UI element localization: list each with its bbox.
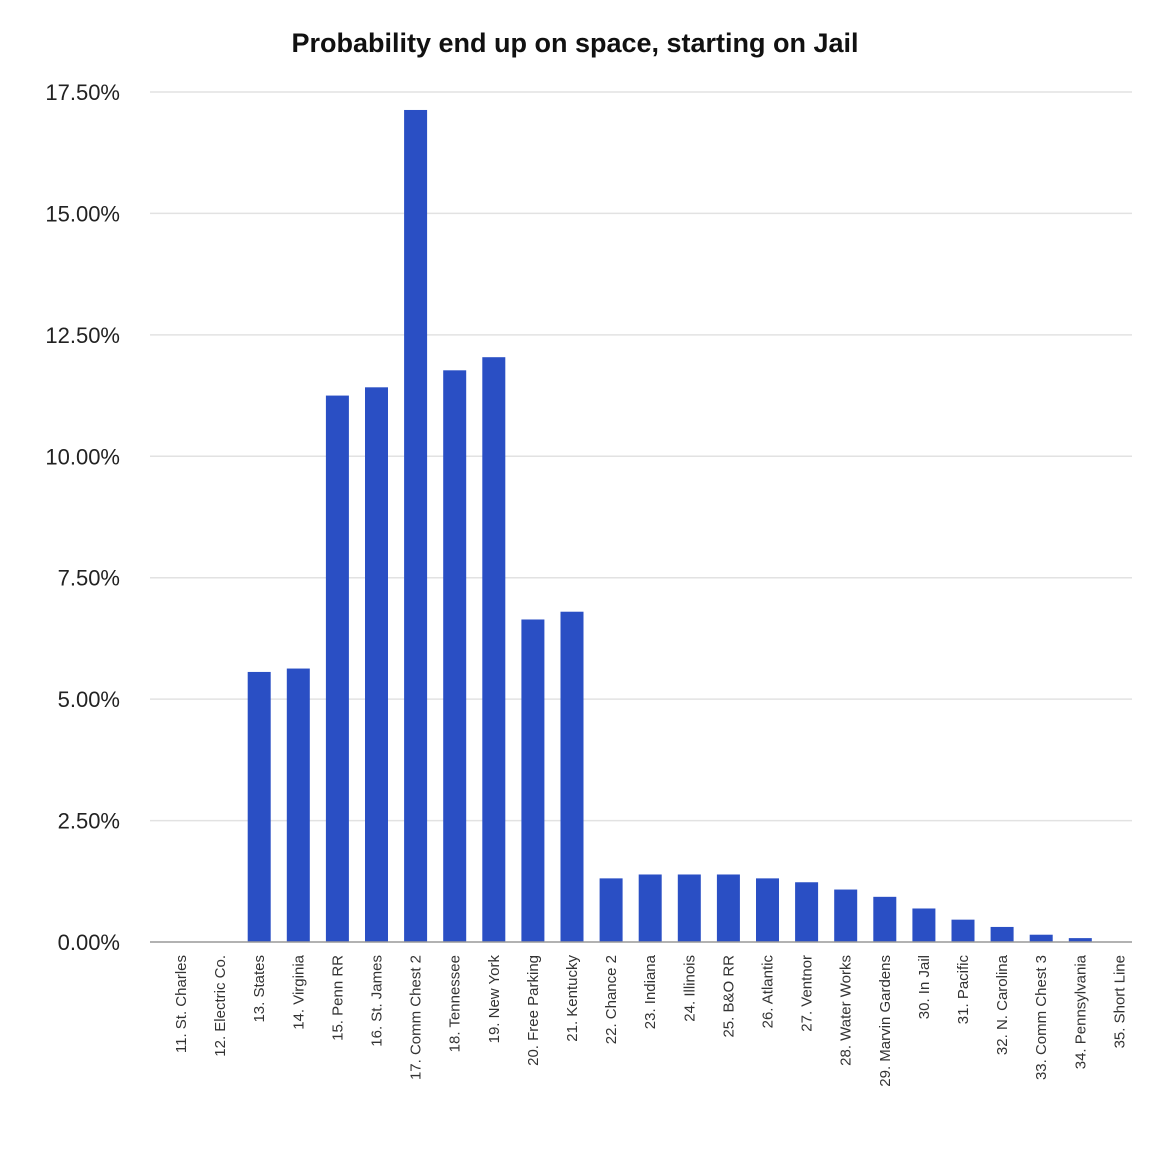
bar bbox=[834, 889, 858, 942]
x-tick-label: 25. B&O RR bbox=[720, 955, 737, 1038]
x-tick-label: 28. Water Works bbox=[838, 955, 855, 1066]
bar bbox=[482, 357, 506, 942]
y-tick-label: 5.00% bbox=[58, 687, 120, 712]
x-tick-label: 20. Free Parking bbox=[525, 955, 542, 1066]
x-tick-label: 32. N. Carolina bbox=[994, 954, 1011, 1055]
bar bbox=[560, 611, 584, 942]
y-tick-label: 10.00% bbox=[45, 444, 120, 469]
y-tick-label: 15.00% bbox=[45, 201, 120, 226]
x-tick-label: 27. Ventnor bbox=[799, 955, 816, 1032]
y-tick-label: 12.50% bbox=[45, 323, 120, 348]
x-tick-label: 17. Comm Chest 2 bbox=[408, 955, 425, 1080]
x-tick-label: 33. Comm Chest 3 bbox=[1033, 955, 1050, 1080]
x-tick-label: 29. Marvin Gardens bbox=[877, 955, 894, 1087]
bar bbox=[365, 387, 388, 942]
x-tick-label: 24. Illinois bbox=[681, 955, 698, 1022]
x-tick-label: 11. St. Charles bbox=[173, 955, 190, 1053]
x-tick-label: 12. Electric Co. bbox=[212, 955, 229, 1057]
x-tick-label: 15. Penn RR bbox=[329, 955, 346, 1041]
bar bbox=[677, 874, 701, 942]
bar bbox=[873, 896, 897, 942]
x-tick-label: 31. Pacific bbox=[955, 955, 972, 1025]
bar bbox=[443, 370, 467, 942]
x-tick-label: 22. Chance 2 bbox=[603, 955, 620, 1044]
bar bbox=[1029, 934, 1053, 942]
bar bbox=[990, 926, 1014, 942]
x-tick-label: 21. Kentucky bbox=[564, 955, 581, 1042]
x-tick-label: 16. St. James bbox=[369, 955, 386, 1047]
x-tick-label: 23. Indiana bbox=[642, 954, 659, 1029]
bar bbox=[521, 619, 545, 942]
x-tick-label: 26. Atlantic bbox=[760, 955, 777, 1029]
bar bbox=[325, 395, 349, 943]
y-tick-label: 2.50% bbox=[58, 809, 120, 834]
bar bbox=[951, 919, 975, 942]
x-tick-label: 14. Virginia bbox=[290, 954, 307, 1029]
x-axis-tick-labels: 11. St. Charles 12. Electric Co. 13. State… bbox=[173, 954, 1128, 1086]
y-axis-tick-labels: 0.00% 2.50% 5.00% 7.50% 10.00% 12.50% 15.00% 17… bbox=[45, 80, 120, 955]
x-tick-label: 18. Tennessee bbox=[447, 955, 464, 1052]
x-tick-label: 13. States bbox=[251, 955, 268, 1023]
x-tick-label: 35. Short Line bbox=[1111, 955, 1128, 1048]
x-tick-label: 30. In Jail bbox=[916, 955, 933, 1019]
bar bbox=[247, 671, 271, 942]
bar bbox=[286, 668, 310, 942]
x-tick-label: 19. New York bbox=[486, 955, 503, 1044]
bar bbox=[638, 874, 662, 942]
bar bbox=[756, 878, 779, 942]
gridlines bbox=[150, 91, 1132, 822]
y-tick-label: 7.50% bbox=[58, 566, 120, 591]
bar bbox=[912, 908, 936, 942]
bar bbox=[716, 874, 740, 942]
y-tick-label: 17.50% bbox=[45, 80, 120, 105]
x-tick-label: 34. Pennsylvania bbox=[1072, 954, 1089, 1069]
chart-title: Probability end up on space, starting on… bbox=[291, 28, 858, 58]
bar bbox=[795, 882, 819, 942]
y-tick-label: 0.00% bbox=[58, 930, 120, 955]
bar bbox=[599, 878, 623, 942]
bars bbox=[247, 109, 1092, 943]
bar bbox=[1068, 938, 1092, 942]
bar bbox=[404, 109, 428, 942]
